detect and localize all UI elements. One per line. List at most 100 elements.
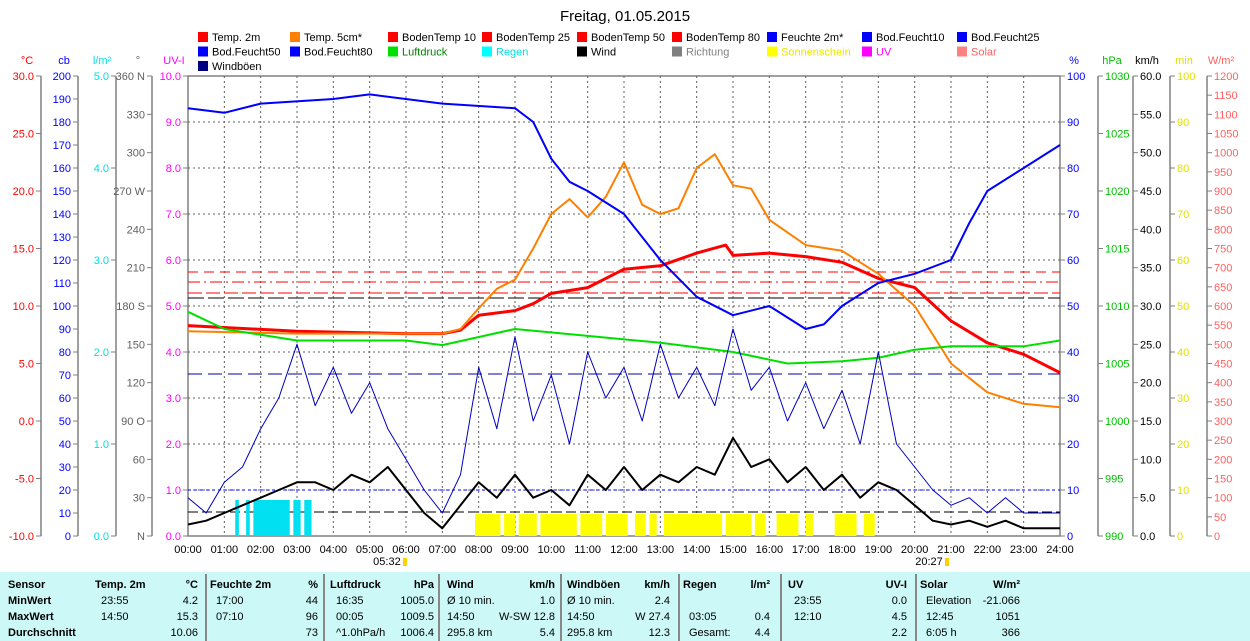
axis-tick-label: 1025 xyxy=(1105,129,1129,141)
axis-tick-label: 70 xyxy=(1177,209,1189,221)
axis-tick-label: 25.0 xyxy=(13,129,34,141)
table-cell: 00:05 xyxy=(336,611,364,623)
sunshine-bar xyxy=(475,514,501,536)
axis-tick-label: 1015 xyxy=(1105,244,1129,256)
legend-swatch xyxy=(198,61,208,71)
table-header: Solar xyxy=(920,579,948,591)
axis-tick-label: 90 xyxy=(1177,117,1189,129)
axis-tick-label: 8.0 xyxy=(166,163,181,175)
x-tick-label: 10:00 xyxy=(538,544,566,556)
table-cell-value: W-SW 12.8 xyxy=(498,611,555,623)
x-tick-label: 18:00 xyxy=(828,544,856,556)
axis-tick-label: 30 xyxy=(133,493,145,505)
legend-swatch xyxy=(672,46,682,57)
legend-label: Feuchte 2m* xyxy=(781,32,844,44)
rain-bar xyxy=(253,500,290,536)
table-cell: 14:50 xyxy=(447,611,475,623)
legend-swatch xyxy=(290,46,300,57)
table-cell-value: 44 xyxy=(305,595,318,607)
axis-tick-label: 40 xyxy=(1177,347,1189,359)
sunshine-bar xyxy=(605,514,628,536)
axis-tick-label: 180 xyxy=(53,117,71,129)
axis-tick-label: 4.0 xyxy=(94,163,109,175)
legend-swatch xyxy=(577,32,587,42)
axis-tick-label: 10 xyxy=(1067,485,1079,497)
axis-tick-label: 15.0 xyxy=(13,244,34,256)
sunrise-label: 05:32 xyxy=(373,556,401,568)
axis-tick-label: 15.0 xyxy=(1140,416,1161,428)
axis-tick-label: 500 xyxy=(1214,339,1232,351)
legend-label: BodenTemp 50 xyxy=(591,32,665,44)
axis-tick-label: 550 xyxy=(1214,320,1232,332)
table-cell: 12:10 xyxy=(794,611,822,623)
table-cell-value: 0.4 xyxy=(754,611,770,623)
axis-tick-label: 995 xyxy=(1105,474,1123,486)
axis-tick-label: 120 xyxy=(53,255,71,267)
table-header-unit: % xyxy=(308,579,318,591)
sunshine-bar xyxy=(504,514,515,536)
axis-tick-label: 30 xyxy=(1067,393,1079,405)
axis-tick-label: 0 xyxy=(65,531,71,543)
axis-tick-label: 1000 xyxy=(1105,416,1129,428)
axis-tick-label: 1100 xyxy=(1214,109,1238,121)
x-tick-label: 07:00 xyxy=(429,544,457,556)
axis-tick-label: 400 xyxy=(1214,378,1232,390)
x-tick-label: 03:00 xyxy=(283,544,311,556)
axis-tick-label: 10 xyxy=(1177,485,1189,497)
axis-tick-label: 0 xyxy=(1214,531,1220,543)
column-divider xyxy=(915,574,917,641)
axis-tick-label: 100 xyxy=(1067,71,1085,83)
series-line-feuchte-2m- xyxy=(187,93,1061,330)
axis-unit: l/m² xyxy=(93,55,112,67)
axis-tick-label: 850 xyxy=(1214,205,1232,217)
axis-tick-label: 0.0 xyxy=(1140,531,1155,543)
axis-tick-label: -10.0 xyxy=(9,531,34,543)
axis-tick-label: 40.0 xyxy=(1140,224,1161,236)
table-cell: 03:05 xyxy=(689,611,717,623)
axis-tick-label: 650 xyxy=(1214,282,1232,294)
axis-tick-label: 1050 xyxy=(1214,129,1238,141)
table-header: Feuchte 2m xyxy=(210,579,272,591)
axis-tick-label: 1020 xyxy=(1105,186,1129,198)
legend-swatch xyxy=(198,32,208,42)
axis-tick-label: 180 S xyxy=(116,301,145,313)
table-cell-value: 1.0 xyxy=(539,595,555,607)
axis-tick-label: 1010 xyxy=(1105,301,1129,313)
legend-label: Bod.Feucht50 xyxy=(212,47,281,59)
axis-tick-label: 270 W xyxy=(113,186,145,198)
axis-tick-label: 0 xyxy=(1177,531,1183,543)
table-cell: 17:00 xyxy=(216,595,244,607)
table-cell: 12:45 xyxy=(926,611,954,623)
axis-tick-label: 210 xyxy=(127,263,145,275)
axis-tick-label: 20.0 xyxy=(13,186,34,198)
axis-tick-label: 80 xyxy=(1177,163,1189,175)
legend-label: Richtung xyxy=(686,47,729,59)
chart-title: Freitag, 01.05.2015 xyxy=(560,8,690,25)
legend-swatch xyxy=(957,32,967,42)
legend-swatch xyxy=(672,32,682,42)
x-tick-label: 08:00 xyxy=(465,544,493,556)
legend-label: Bod.Feucht10 xyxy=(876,32,945,44)
axis-tick-label: 0 xyxy=(1067,531,1073,543)
table-cell-value: 2.4 xyxy=(654,595,670,607)
x-tick-label: 06:00 xyxy=(392,544,420,556)
legend-swatch xyxy=(862,46,872,57)
x-tick-label: 17:00 xyxy=(792,544,820,556)
table-row-label: Durchschnitt xyxy=(8,627,76,639)
axis-tick-label: 20 xyxy=(1177,439,1189,451)
x-tick-label: 09:00 xyxy=(501,544,529,556)
table-cell-value: -21.066 xyxy=(982,595,1020,607)
axis-tick-label: 1000 xyxy=(1214,148,1238,160)
table-cell: 14:50 xyxy=(101,611,129,623)
legend-swatch xyxy=(767,46,777,57)
axis-tick-label: 900 xyxy=(1214,186,1232,198)
table-row-label: MinWert xyxy=(8,595,52,607)
axis-tick-label: 150 xyxy=(53,186,71,198)
axis-tick-label: 90 xyxy=(1067,117,1079,129)
rain-bar xyxy=(293,500,301,536)
x-tick-label: 15:00 xyxy=(719,544,747,556)
table-cell: ^1.0hPa/h xyxy=(336,627,386,639)
table-cell-value: 366 xyxy=(1001,627,1020,639)
rain-bar xyxy=(304,500,312,536)
